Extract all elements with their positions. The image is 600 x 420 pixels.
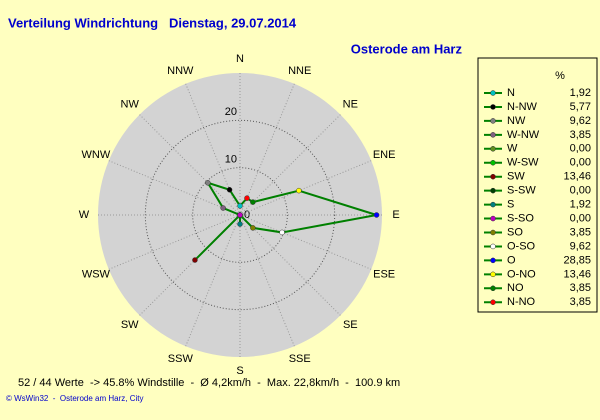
direction-label: NW: [121, 99, 140, 111]
direction-label: WSW: [82, 269, 111, 281]
legend-marker: [490, 118, 496, 124]
data-point: [226, 187, 233, 193]
direction-label: W: [79, 209, 90, 221]
data-point: [192, 257, 198, 263]
legend-label: SW: [507, 171, 525, 183]
legend-value: 28,85: [563, 254, 591, 266]
legend-label: N-NW: [507, 101, 538, 113]
data-point: [237, 203, 243, 209]
legend-label: S-SO: [507, 212, 534, 224]
r-tick-label: 10: [225, 154, 237, 166]
legend-label: NW: [507, 115, 526, 127]
legend-marker: [490, 132, 496, 138]
legend-label: O-SO: [507, 240, 536, 252]
legend-label: SO: [507, 226, 523, 238]
legend-label: NO: [507, 282, 524, 294]
legend-marker: [490, 257, 496, 264]
legend-label: W-SW: [507, 157, 539, 169]
legend-marker: [490, 229, 496, 236]
legend-value: 13,46: [563, 171, 591, 183]
legend-value: 3,85: [570, 226, 591, 238]
direction-label: SSW: [168, 353, 194, 365]
legend-label: N: [507, 87, 515, 99]
data-point: [205, 180, 211, 186]
direction-label: NNE: [288, 65, 311, 77]
legend-label: N-NO: [507, 296, 536, 308]
legend-marker: [490, 104, 496, 110]
legend-label: O-NO: [507, 268, 536, 280]
direction-label: N: [236, 53, 244, 65]
data-point: [296, 187, 302, 194]
data-point: [237, 221, 243, 227]
legend-value: 3,85: [570, 282, 591, 294]
legend-value: 5,77: [570, 101, 591, 113]
wind-line: [194, 181, 377, 261]
legend-marker: [490, 201, 496, 208]
footer: 52 / 44 Werte -> 45.8% Windstille - Ø 4,…: [18, 377, 400, 389]
data-point: [244, 195, 250, 201]
legend-marker: [490, 90, 496, 96]
legend-value: 9,62: [570, 115, 591, 127]
legend-value: 0,00: [570, 185, 591, 197]
direction-label: SSE: [289, 353, 311, 365]
legend-value: 0,00: [570, 212, 591, 224]
direction-label: ESE: [373, 269, 395, 281]
r-tick-label: 20: [225, 106, 237, 118]
direction-label: NE: [343, 99, 358, 111]
legend-marker: [490, 271, 496, 278]
legend-value: 0,00: [570, 157, 591, 169]
data-point: [373, 212, 380, 218]
legend-marker: [490, 173, 496, 180]
data-point: [237, 212, 243, 218]
legend-value: 0,00: [570, 143, 591, 155]
direction-label: E: [392, 209, 399, 221]
direction-label: SE: [343, 319, 358, 331]
legend-value: 13,46: [563, 268, 591, 280]
r-tick-label: 0: [244, 209, 250, 221]
legend-label: W-NW: [507, 129, 540, 141]
chart-subtitle: Osterode am Harz: [351, 41, 463, 56]
direction-label: S: [236, 365, 243, 377]
grid-ring: [144, 119, 336, 311]
legend-marker: [490, 215, 496, 222]
legend-value: 1,92: [570, 87, 591, 99]
data-point: [250, 199, 256, 205]
data-point: [279, 229, 285, 236]
legend-marker: [490, 243, 496, 250]
legend-label: W: [507, 143, 518, 155]
direction-label: SW: [121, 319, 139, 331]
legend-value: 3,85: [570, 129, 591, 141]
direction-label: ENE: [373, 149, 396, 161]
legend-value: 1,92: [570, 199, 591, 211]
legend-marker: [490, 299, 496, 305]
legend-header: %: [555, 70, 565, 82]
legend-label: S: [507, 199, 514, 211]
legend-box: [477, 57, 598, 313]
grid-ring: [192, 167, 288, 263]
direction-label: NNW: [167, 65, 194, 77]
legend-marker: [490, 285, 496, 292]
data-point: [250, 225, 256, 231]
legend-label: O: [507, 254, 516, 266]
legend-value: 9,62: [570, 240, 591, 252]
legend-marker: [490, 146, 496, 152]
data-point: [220, 205, 226, 211]
direction-label: WNW: [82, 149, 111, 161]
legend-value: 3,85: [570, 296, 591, 308]
legend-marker: [490, 187, 496, 194]
legend-marker: [490, 160, 496, 166]
chart-title: Verteilung Windrichtung Dienstag, 29.07.…: [8, 15, 297, 30]
legend-label: S-SW: [507, 185, 536, 197]
credit: © WsWin32 - Osterode am Harz, City: [6, 394, 143, 403]
